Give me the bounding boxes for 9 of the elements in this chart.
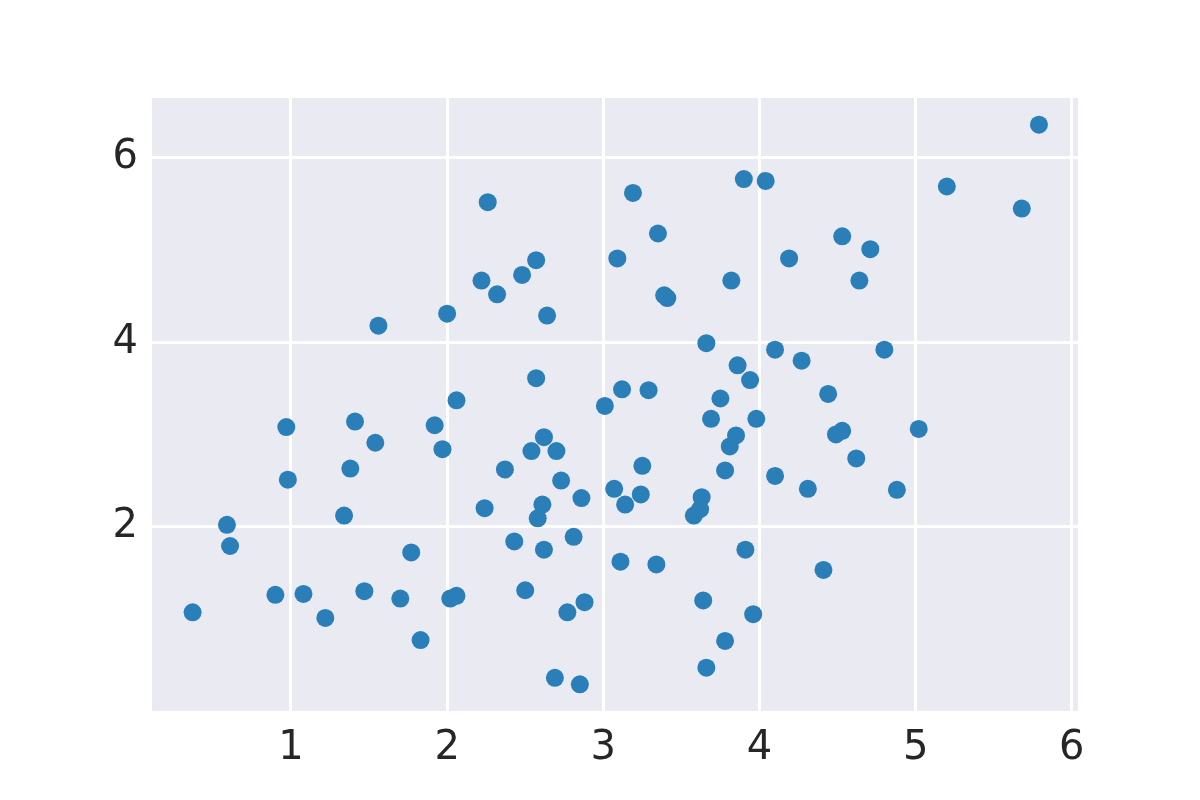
x-tick-label: 5: [902, 722, 929, 769]
y-tick-label: 4: [112, 315, 138, 362]
x-tick-label: 6: [1059, 722, 1085, 769]
y-tick-label: 2: [112, 500, 138, 547]
y-tick-label: 6: [112, 131, 138, 178]
x-tick-label: 2: [434, 722, 460, 769]
x-tick-label: 1: [278, 722, 304, 769]
x-tick-label: 4: [746, 722, 773, 769]
x-tick-label: 3: [590, 722, 617, 769]
